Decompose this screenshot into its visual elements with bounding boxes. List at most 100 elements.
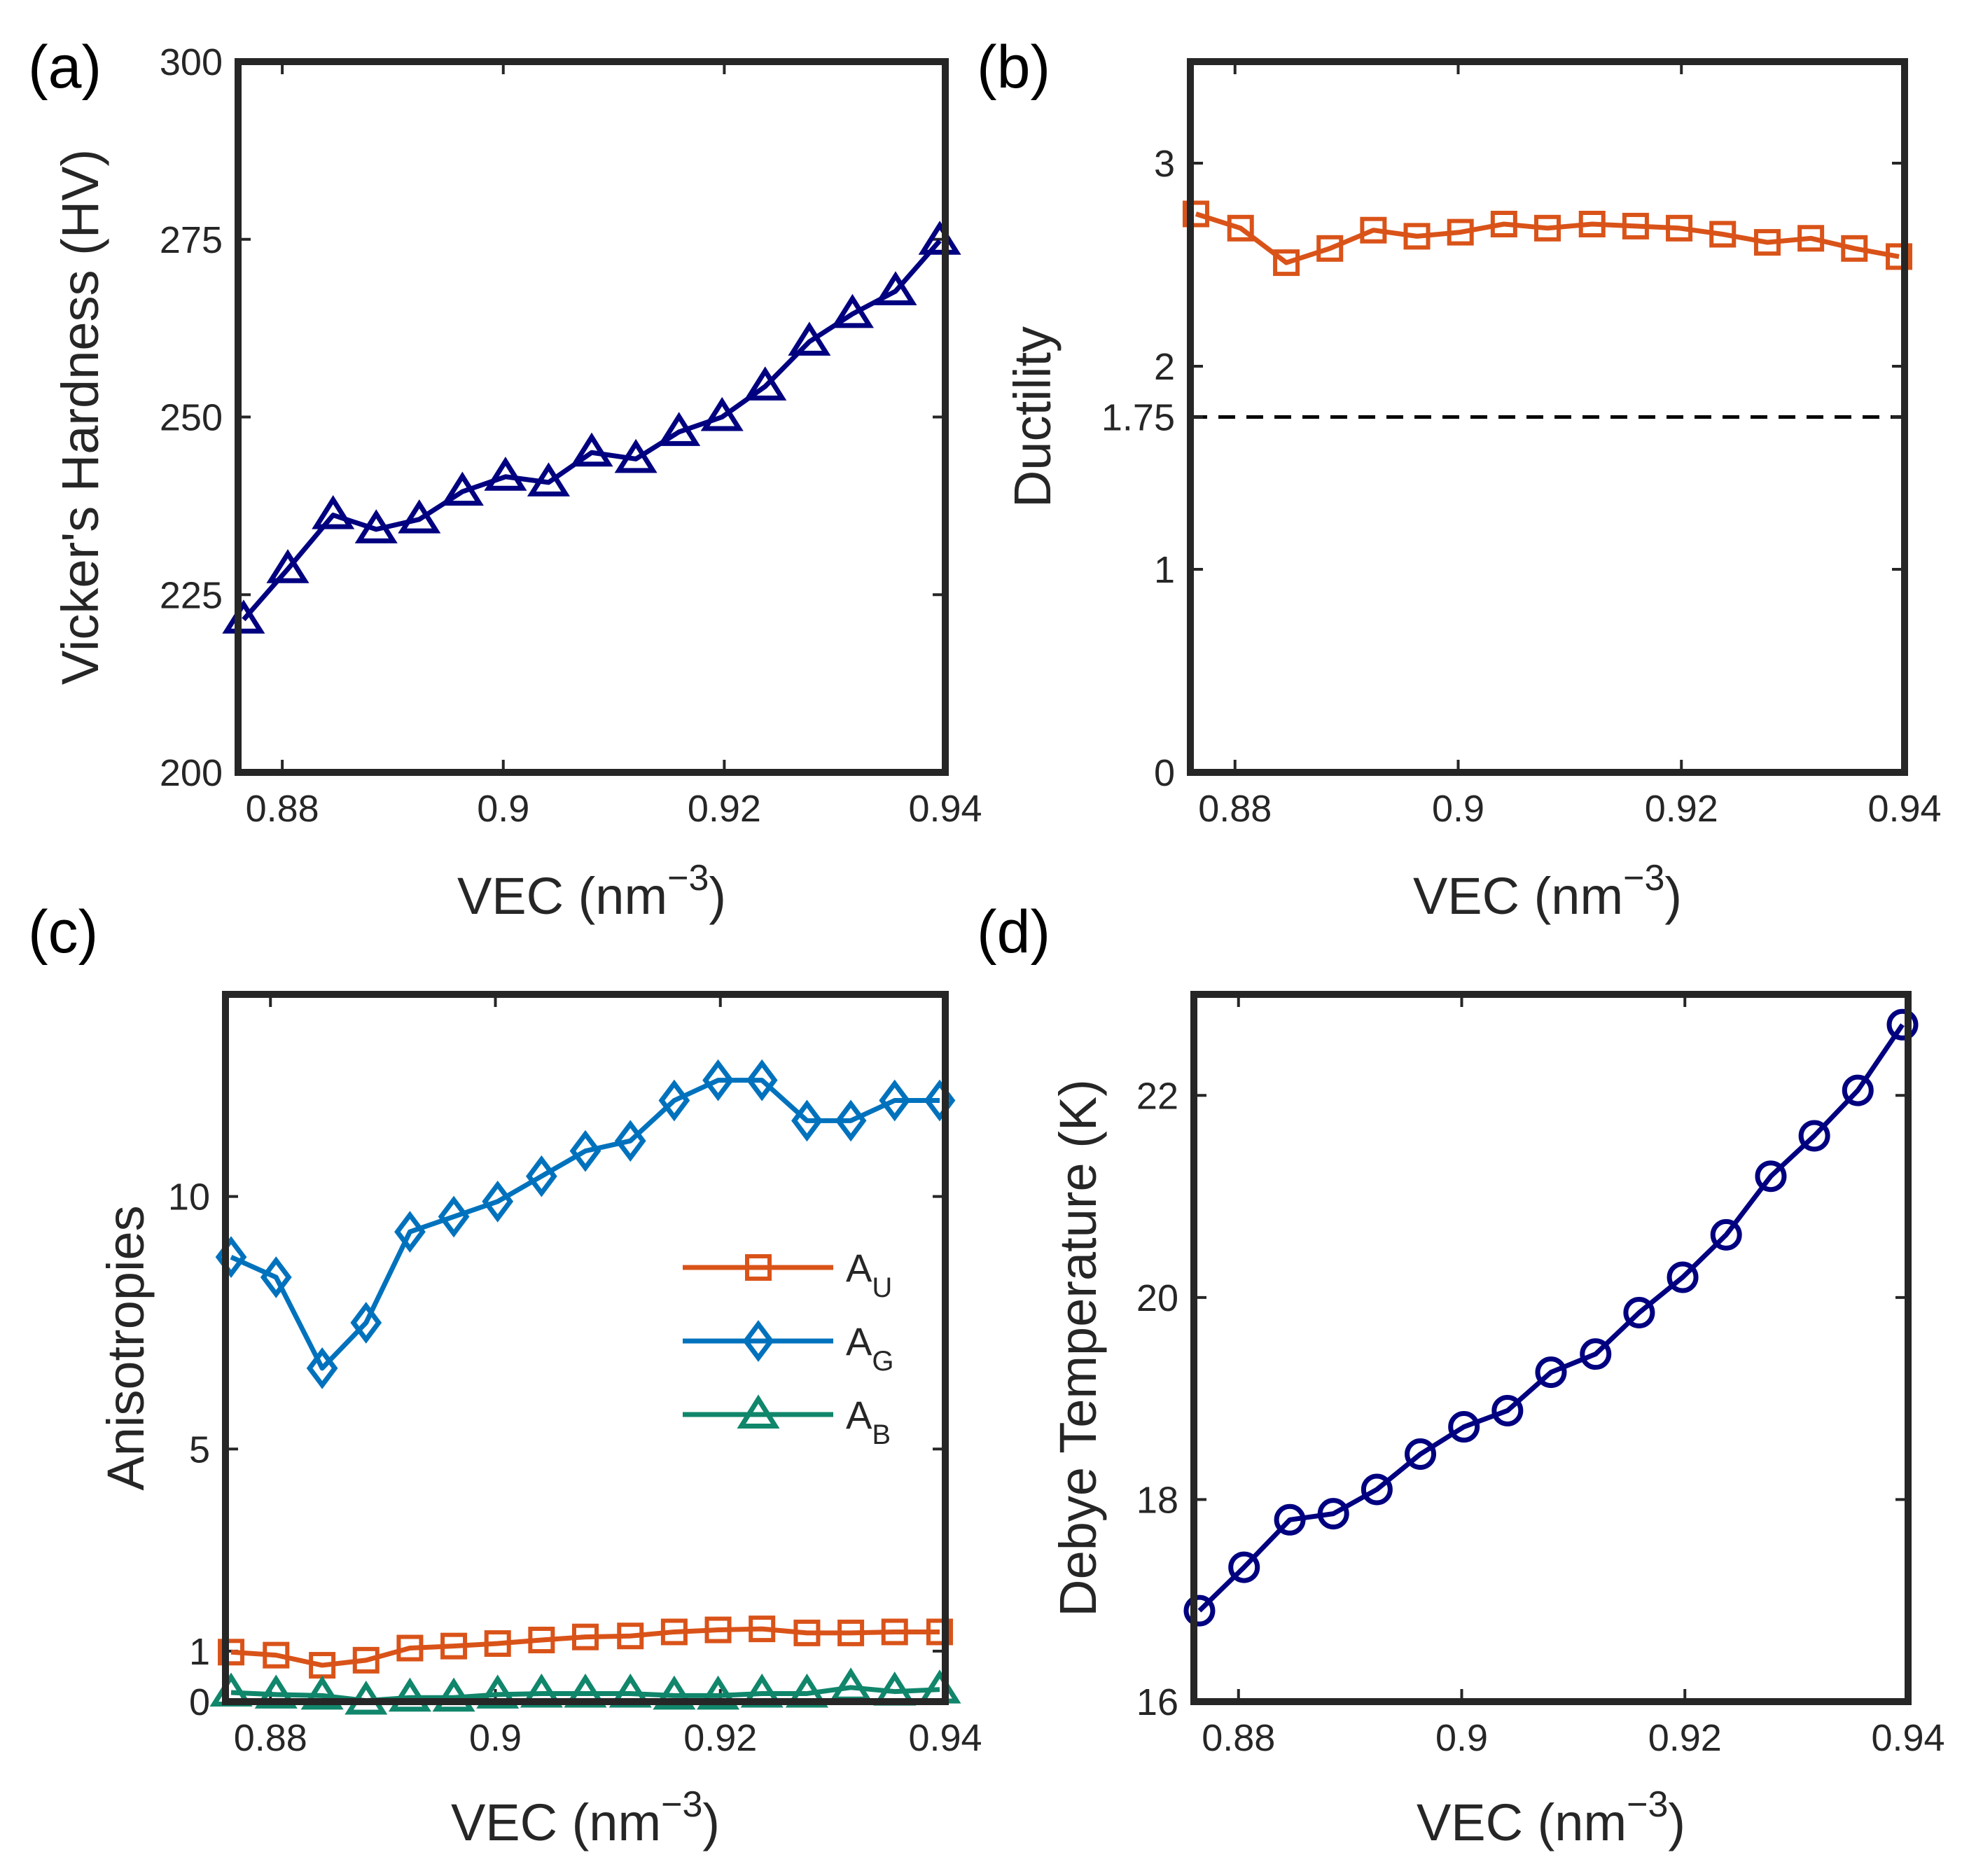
legend-label: AB (846, 1393, 891, 1450)
data-point (260, 1256, 292, 1298)
data-point (879, 1079, 911, 1122)
data-point (1709, 221, 1737, 248)
data-point (1228, 1551, 1260, 1583)
data-point (653, 1675, 696, 1710)
series-0 (1182, 200, 1913, 277)
panel-c: 0.88 0.9 0.92 0.94 0 1 5 10 (c) VEC (nm−3) Anisotr… (28, 898, 982, 1851)
data-point (658, 1079, 690, 1122)
x-tick-label: 0.88 (1198, 788, 1272, 830)
data-point (1490, 211, 1517, 237)
data-point (704, 1616, 732, 1644)
x-tick-label: 0.92 (1648, 1717, 1722, 1759)
plot-frame (1190, 991, 1912, 1705)
x-tick-label: 0.94 (1871, 1717, 1944, 1759)
data-point (881, 1618, 908, 1646)
data-point (312, 494, 355, 529)
panel-b: 0.88 0.9 0.92 0.94 0 1 1.75 2 3 (b) VEC (nm−3) Duct… (977, 34, 1942, 925)
y-tick-label: 275 (160, 219, 223, 261)
data-point (218, 1639, 245, 1666)
data-point (569, 1130, 601, 1172)
data-point (396, 1634, 424, 1662)
y-tick-label: 10 (168, 1176, 210, 1218)
series-0 (222, 221, 961, 634)
plot-frame (222, 991, 949, 1705)
data-point (438, 1195, 470, 1238)
legend-label: AG (846, 1319, 893, 1377)
data-point (350, 1302, 382, 1344)
data-point (1534, 214, 1561, 242)
legend-marker (742, 1320, 774, 1362)
data-point (1667, 1261, 1699, 1293)
legend-marker (745, 1254, 772, 1281)
data-point (1666, 214, 1693, 242)
data-point (352, 1646, 380, 1674)
x-axis-label: VEC (nm−3) (1417, 1784, 1685, 1851)
data-point (528, 1626, 555, 1653)
data-point (1578, 211, 1606, 237)
data-point (300, 1675, 344, 1710)
y-axis-label: Ductility (1003, 326, 1062, 508)
data-point (1491, 1394, 1524, 1426)
data-point (440, 471, 484, 506)
data-point (1886, 243, 1913, 270)
series-0 (1183, 1008, 1919, 1627)
y-axis-label: Debye Temperature (K) (1049, 1079, 1107, 1617)
data-point (874, 271, 917, 305)
data-point (835, 1099, 867, 1142)
data-point (788, 321, 831, 356)
data-point (1317, 1498, 1349, 1530)
data-point (1360, 216, 1387, 244)
x-tick-label: 0.92 (683, 1717, 757, 1759)
y-tick-label: 16 (1136, 1681, 1178, 1723)
data-point (570, 432, 613, 467)
data-point (746, 1059, 778, 1102)
data-point (394, 1211, 426, 1253)
series-line (230, 1626, 940, 1668)
data-point (388, 1677, 431, 1712)
data-point (432, 1677, 475, 1712)
data-point (791, 1099, 823, 1142)
data-point (1182, 200, 1209, 228)
data-point (1622, 212, 1649, 239)
x-tick-label: 0.9 (477, 788, 529, 830)
x-tick-label: 0.9 (1432, 788, 1484, 830)
data-point (1623, 1297, 1655, 1328)
y-tick-label: 3 (1154, 143, 1175, 185)
panel-label: (b) (977, 34, 1050, 101)
series-line (242, 239, 942, 622)
x-tick-label: 0.94 (908, 788, 982, 830)
data-point (697, 1675, 740, 1710)
data-point (1274, 1503, 1306, 1536)
y-tick-label: 300 (160, 41, 223, 83)
panel-label: (c) (28, 898, 98, 966)
data-point (1316, 235, 1344, 262)
data-point (1227, 214, 1254, 242)
data-point (1273, 249, 1300, 277)
y-tick-label: 1 (189, 1631, 210, 1673)
x-tick-label: 0.9 (1435, 1717, 1488, 1759)
y-tick-label: 200 (160, 752, 223, 794)
data-point (440, 1632, 468, 1660)
x-tick-label: 0.88 (1202, 1717, 1275, 1759)
y-tick-label: 22 (1136, 1075, 1178, 1117)
data-point (354, 509, 398, 543)
data-point (830, 293, 874, 328)
legend-label: AU (846, 1246, 892, 1303)
panel-d: 0.88 0.9 0.92 0.94 16 18 20 22 (d) VEC (nm−3) Deby… (977, 898, 1945, 1851)
data-point (525, 1155, 557, 1197)
data-point (476, 1674, 520, 1709)
series-0 (218, 1616, 953, 1679)
data-point (1886, 1008, 1919, 1041)
x-tick-label: 0.9 (469, 1717, 522, 1759)
y-tick-label: 2 (1154, 346, 1175, 388)
x-axis-label: VEC (nm−3) (457, 858, 726, 925)
y-tick-label: 250 (160, 397, 223, 439)
y-tick-label: 0 (189, 1681, 210, 1723)
data-point (263, 1641, 290, 1669)
data-point (926, 1618, 953, 1646)
x-tick-label: 0.94 (908, 1717, 982, 1759)
x-tick-label: 0.94 (1867, 788, 1941, 830)
data-point (793, 1619, 821, 1646)
y-tick-label: 20 (1136, 1277, 1178, 1319)
legend-marker (737, 1394, 780, 1429)
